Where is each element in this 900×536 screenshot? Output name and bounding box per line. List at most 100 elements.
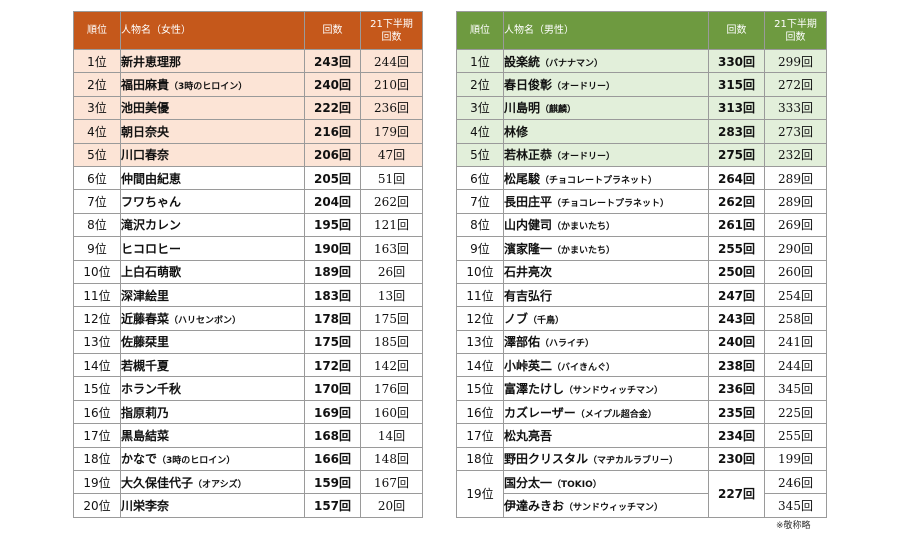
count-cell: 330回	[708, 48, 765, 74]
rank-cell: 6位	[73, 165, 121, 191]
rank-cell: 4位	[73, 119, 121, 144]
name-cell: 林修	[503, 119, 709, 144]
name-cell: ヒコロヒー	[120, 236, 305, 261]
rank-cell: 15位	[73, 376, 121, 401]
prev-header-line2: 回数	[381, 31, 402, 43]
name-cell: 川栄李奈	[120, 493, 305, 518]
prev-count-cell: 299回	[764, 48, 827, 74]
count-cell: 206回	[304, 142, 361, 167]
count-cell: 315回	[708, 72, 765, 97]
count-cell: 234回	[708, 423, 765, 448]
rank-cell: 1位	[456, 48, 504, 74]
prev-count-cell: 246回	[764, 470, 827, 495]
prev-count-cell: 345回	[764, 376, 827, 401]
count-cell: 168回	[304, 423, 361, 448]
table-row: 14位 若槻千夏 172回 142回	[73, 353, 423, 378]
rank-header: 順位	[456, 11, 504, 50]
table-row: 18位 野田クリスタル（マヂカルラブリー） 230回 199回	[456, 446, 827, 472]
name-header: 人物名（女性）	[120, 11, 305, 50]
table-row: 8位 山内健司（かまいたち） 261回 269回	[456, 212, 827, 238]
count-cell: 178回	[304, 306, 361, 331]
rank-cell: 14位	[73, 353, 121, 378]
person-name: 黒島結菜	[121, 428, 170, 443]
person-name: ヒコロヒー	[121, 241, 182, 256]
table-row: 13位 佐藤栞里 175回 185回	[73, 329, 423, 355]
table-row: 18位 かなで（3時のヒロイン） 166回 148回	[73, 446, 423, 472]
rank-cell: 19位	[456, 470, 504, 518]
count-cell: 250回	[708, 259, 765, 284]
person-name: 仲間由紀恵	[121, 171, 182, 186]
prev-count-cell: 272回	[764, 72, 827, 97]
group-name: （3時のヒロイン）	[157, 456, 236, 467]
name-cell: 川口春奈	[120, 142, 305, 167]
count-cell: 236回	[708, 376, 765, 401]
prev-count-cell: 254回	[764, 282, 827, 308]
prev-count-cell: 333回	[764, 95, 827, 121]
group-name: （バナナマン）	[540, 58, 604, 69]
table-row: 12位 近藤春菜（ハリセンボン） 178回 175回	[73, 306, 423, 331]
table-row: 6位 仲間由紀恵 205回 51回	[73, 165, 423, 191]
person-name: 松尾駿	[504, 171, 541, 186]
table-row: 1位 設楽統（バナナマン） 330回 299回	[456, 48, 827, 74]
rank-cell: 10位	[456, 259, 504, 284]
count-cell: 243回	[708, 306, 765, 331]
name-cell: 富澤たけし（サンドウィッチマン）	[503, 376, 709, 401]
prev-count-cell: 345回	[764, 493, 827, 518]
name-cell: 上白石萌歌	[120, 259, 305, 284]
prev-count-cell: 273回	[764, 119, 827, 144]
prev-count-cell: 14回	[360, 423, 423, 448]
person-name: かなで	[121, 452, 158, 467]
table-row: 15位 ホラン千秋 170回 176回	[73, 376, 423, 401]
rank-cell: 3位	[73, 95, 121, 121]
table-row: 6位 松尾駿（チョコレートプラネット） 264回 289回	[456, 165, 827, 191]
rank-cell: 15位	[456, 376, 504, 401]
group-name: （サンドウィッチマン）	[564, 503, 664, 514]
rank-cell: 18位	[73, 446, 121, 472]
group-name: （オアシズ）	[193, 479, 247, 490]
name-cell: 黒島結菜	[120, 423, 305, 448]
name-cell: 滝沢カレン	[120, 212, 305, 238]
prev-count-cell: 20回	[360, 493, 423, 518]
rank-cell: 12位	[456, 306, 504, 331]
person-name: 指原莉乃	[121, 405, 170, 420]
rank-cell: 14位	[456, 353, 504, 378]
count-cell: 235回	[708, 399, 765, 425]
count-cell: 195回	[304, 212, 361, 238]
prev-count-cell: 258回	[764, 306, 827, 331]
table-row: 11位 深津絵里 183回 13回	[73, 282, 423, 308]
count-cell: 247回	[708, 282, 765, 308]
header-row: 順位 人物名（女性） 回数 21下半期 回数	[73, 11, 423, 50]
prev-header-line1: 21下半期	[774, 18, 817, 30]
prev-count-cell: 210回	[360, 72, 423, 97]
name-cell: 伊達みきお（サンドウィッチマン）	[503, 493, 709, 518]
name-cell: かなで（3時のヒロイン）	[120, 446, 305, 472]
prev-count-cell: 255回	[764, 423, 827, 448]
count-cell: 275回	[708, 142, 765, 167]
count-cell: 183回	[304, 282, 361, 308]
group-name: （千鳥）	[528, 315, 565, 326]
count-cell: 205回	[304, 165, 361, 191]
name-cell: 指原莉乃	[120, 399, 305, 425]
name-cell: 仲間由紀恵	[120, 165, 305, 191]
person-name: 大久保佳代子	[121, 475, 194, 490]
rank-cell: 3位	[456, 95, 504, 121]
person-name: ホラン千秋	[121, 382, 182, 397]
rank-cell: 18位	[456, 446, 504, 472]
count-header: 回数	[304, 11, 361, 50]
person-name: 野田クリスタル	[504, 452, 589, 467]
person-name: 富澤たけし	[504, 382, 565, 397]
name-cell: 福田麻貴（3時のヒロイン）	[120, 72, 305, 97]
person-name: 国分太一	[504, 475, 553, 490]
name-cell: 松丸亮吾	[503, 423, 709, 448]
person-name: 川栄李奈	[121, 499, 170, 514]
name-cell: 若林正恭（オードリー）	[503, 142, 709, 167]
prev-count-cell: 185回	[360, 329, 423, 355]
count-cell: 159回	[304, 470, 361, 495]
prev-header-line2: 回数	[785, 31, 806, 43]
group-name: （マヂカルラブリー）	[588, 456, 679, 467]
rank-cell: 11位	[73, 282, 121, 308]
name-header: 人物名（男性）	[503, 11, 709, 50]
male-ranking-table: 順位 人物名（男性） 回数 21下半期 回数 1位 設楽統（バナナマン） 330回 29…	[456, 11, 827, 518]
table-row: 7位 フワちゃん 204回 262回	[73, 189, 423, 214]
rank-cell: 9位	[456, 236, 504, 261]
